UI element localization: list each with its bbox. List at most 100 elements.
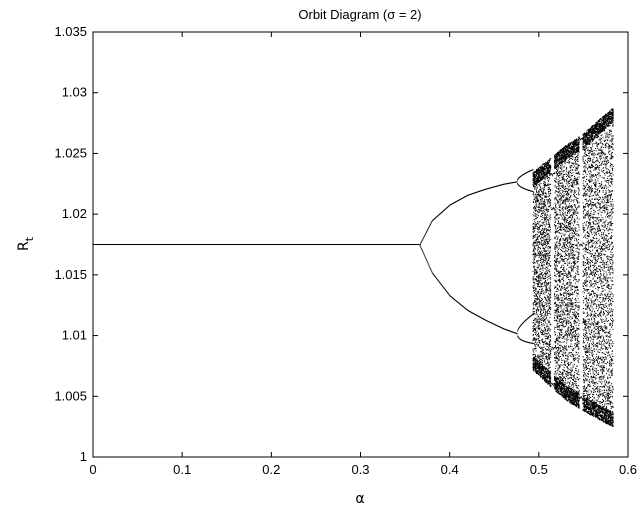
chaotic-orbit-point	[563, 325, 565, 327]
chaotic-orbit-point	[542, 352, 544, 354]
chaotic-orbit-point	[532, 193, 534, 195]
chaotic-orbit-point	[549, 239, 551, 241]
chaotic-orbit-point	[563, 335, 565, 337]
chaotic-orbit-point	[549, 373, 551, 375]
chaotic-orbit-point	[540, 310, 542, 312]
chaotic-orbit-point	[564, 211, 566, 213]
chaotic-orbit-point	[561, 287, 563, 289]
chaotic-orbit-point	[567, 277, 569, 279]
chaotic-orbit-point	[562, 374, 564, 376]
chaotic-orbit-point	[564, 226, 566, 228]
chaotic-orbit-point	[545, 255, 547, 257]
chaotic-orbit-point	[544, 335, 546, 337]
chaotic-orbit-point	[559, 214, 561, 216]
chaotic-orbit-point	[561, 157, 563, 159]
chaotic-orbit-point	[549, 282, 551, 284]
chaotic-orbit-point	[539, 357, 541, 359]
chaotic-orbit-point	[563, 391, 565, 393]
chaotic-orbit-point	[547, 160, 549, 162]
chaotic-orbit-point	[543, 267, 545, 269]
chaotic-orbit-point	[540, 308, 542, 310]
chaotic-orbit-point	[541, 175, 543, 177]
chaotic-orbit-point	[545, 338, 547, 340]
chaotic-orbit-point	[564, 161, 566, 163]
chaotic-orbit-point	[532, 179, 534, 181]
chaotic-orbit-point	[536, 338, 538, 340]
chaotic-orbit-point	[532, 285, 534, 287]
chaotic-orbit-point	[542, 240, 544, 242]
chaotic-orbit-point	[532, 251, 534, 253]
chaotic-orbit-point	[556, 305, 558, 307]
chaotic-orbit-point	[564, 228, 566, 230]
chaotic-orbit-point	[550, 289, 552, 291]
chaotic-orbit-point	[562, 351, 564, 353]
chaotic-orbit-point	[563, 266, 565, 268]
chaotic-orbit-point	[550, 313, 552, 315]
chaotic-orbit-point	[537, 260, 539, 262]
chaotic-orbit-point	[550, 335, 552, 337]
chaotic-orbit-point	[533, 304, 535, 306]
chaotic-orbit-point	[565, 355, 567, 357]
chaotic-orbit-point	[550, 190, 552, 192]
chaotic-orbit-point	[543, 200, 545, 202]
period-2-lower-point	[424, 255, 426, 257]
chaotic-orbit-point	[559, 302, 561, 304]
chaotic-orbit-point	[548, 162, 550, 164]
chaotic-orbit-point	[563, 275, 565, 277]
chaotic-orbit-point	[560, 214, 562, 216]
chaotic-orbit-point	[556, 337, 558, 339]
chaotic-orbit-point	[566, 376, 568, 378]
chaotic-orbit-point	[536, 309, 538, 311]
chaotic-orbit-point	[547, 284, 549, 286]
chaotic-orbit-point	[560, 225, 562, 227]
chaotic-orbit-point	[562, 353, 564, 355]
chaotic-orbit-point	[540, 215, 542, 217]
chaotic-orbit-point	[564, 202, 566, 204]
chaotic-orbit-point	[545, 335, 547, 337]
chaotic-orbit-point	[557, 236, 559, 238]
chaotic-orbit-point	[545, 278, 547, 280]
chaotic-orbit-point	[536, 254, 538, 256]
chaotic-orbit-point	[538, 254, 540, 256]
chaotic-orbit-point	[543, 189, 545, 191]
chaotic-orbit-point	[566, 374, 568, 376]
chaotic-orbit-point	[549, 158, 551, 160]
chaotic-orbit-point	[562, 222, 564, 224]
chaotic-orbit-point	[543, 221, 545, 223]
chaotic-orbit-point	[558, 355, 560, 357]
chaotic-orbit-point	[540, 253, 542, 255]
chaotic-orbit-point	[544, 202, 546, 204]
chaotic-orbit-point	[564, 220, 566, 222]
chaotic-orbit-point	[535, 174, 537, 176]
chaotic-orbit-point	[559, 293, 561, 295]
chaotic-orbit-point	[534, 196, 536, 198]
chaotic-orbit-point	[533, 172, 535, 174]
chaotic-orbit-point	[549, 263, 551, 265]
chaotic-orbit-point	[554, 320, 556, 322]
chaotic-orbit-point	[539, 282, 541, 284]
chaotic-orbit-point	[555, 221, 557, 223]
chaotic-orbit-point	[542, 237, 544, 239]
chaotic-orbit-point	[542, 365, 544, 367]
chaotic-orbit-point	[546, 266, 548, 268]
chaotic-orbit-point	[536, 182, 538, 184]
chaotic-orbit-point	[537, 171, 539, 173]
chaotic-orbit-point	[550, 372, 552, 374]
chaotic-orbit-point	[560, 345, 562, 347]
chaotic-orbit-point	[565, 214, 567, 216]
chaotic-orbit-point	[542, 233, 544, 235]
chaotic-orbit-point	[537, 283, 539, 285]
chaotic-orbit-point	[534, 187, 536, 189]
chaotic-orbit-point	[555, 165, 557, 167]
chaotic-orbit-point	[537, 173, 539, 175]
chaotic-orbit-point	[565, 272, 567, 274]
chaotic-orbit-point	[546, 277, 548, 279]
chaotic-orbit-point	[544, 173, 546, 175]
chaotic-orbit-point	[563, 149, 565, 151]
chaotic-orbit-point	[533, 302, 535, 304]
chaotic-orbit-point	[550, 265, 552, 267]
chaotic-orbit-point	[566, 170, 568, 172]
chaotic-orbit-point	[539, 265, 541, 267]
chaotic-orbit-point	[561, 394, 563, 396]
